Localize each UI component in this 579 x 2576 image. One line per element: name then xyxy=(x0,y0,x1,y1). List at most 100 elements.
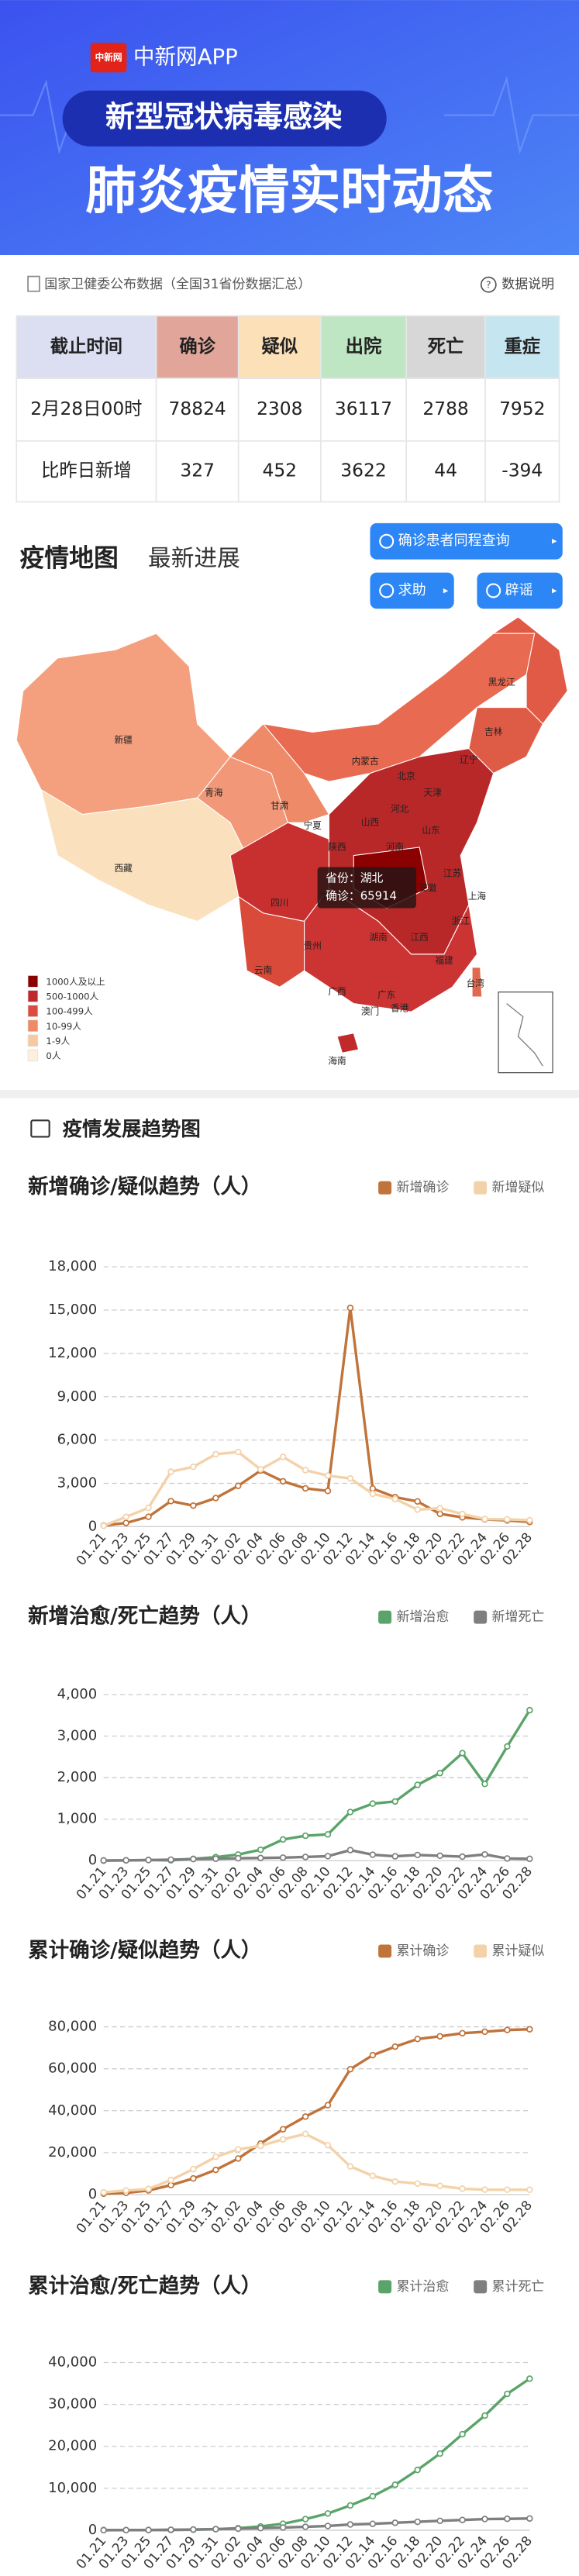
data-point xyxy=(122,1857,129,1864)
data-point xyxy=(526,2026,533,2033)
badge xyxy=(62,90,387,147)
data-point xyxy=(235,1854,242,1862)
data-point xyxy=(346,2065,354,2073)
y-tick-label: 40,000 xyxy=(48,2102,97,2119)
legend-swatch xyxy=(474,1944,488,1958)
region-label: 湖南 xyxy=(369,932,387,943)
legend-label: 累计疑似 xyxy=(492,1943,545,1959)
data-point xyxy=(212,1495,219,1502)
data-point xyxy=(324,2523,332,2529)
button-label: 确诊患者同程查询 xyxy=(398,533,510,549)
data-point xyxy=(459,1510,466,1518)
action-button[interactable] xyxy=(477,572,563,609)
data-point xyxy=(167,2181,174,2189)
data-point xyxy=(324,1853,332,1860)
data-point xyxy=(369,1485,377,1492)
data-point xyxy=(122,1513,129,1521)
data-point xyxy=(504,1855,511,1862)
data-point xyxy=(302,1467,309,1474)
legend-swatch xyxy=(27,1019,39,1032)
button-label: 求助 xyxy=(398,582,426,598)
legend-swatch xyxy=(474,2280,488,2294)
data-point xyxy=(346,1847,354,1854)
legend-label: 累计死亡 xyxy=(492,2279,545,2295)
action-button[interactable] xyxy=(370,522,563,560)
data-point xyxy=(391,2043,399,2050)
legend-label: 10-99人 xyxy=(46,1021,81,1032)
header-text: 死亡 xyxy=(428,335,464,357)
cell-text: 2月28日00时 xyxy=(30,398,142,419)
legend-label: 100-499人 xyxy=(46,1006,93,1017)
legend-swatch xyxy=(27,975,39,988)
y-tick-label: 1,000 xyxy=(57,1811,98,1827)
data-point xyxy=(414,1851,421,1859)
data-point xyxy=(257,1846,264,1854)
data-point xyxy=(257,2525,264,2532)
data-point xyxy=(459,2029,466,2037)
legend-swatch xyxy=(378,1944,392,1958)
data-point xyxy=(346,2502,354,2509)
legend-swatch xyxy=(474,1181,488,1195)
data-point xyxy=(414,2180,421,2188)
header-text: 出院 xyxy=(346,335,382,357)
data-point xyxy=(324,1488,332,1495)
y-tick-label: 20,000 xyxy=(48,2144,97,2160)
data-point xyxy=(504,2390,511,2398)
data-point xyxy=(145,2185,152,2193)
chart-title: 累计确诊/疑似趋势（人） xyxy=(28,1938,261,1962)
series-line xyxy=(103,1450,530,1527)
data-point xyxy=(235,1482,242,1489)
data-point xyxy=(414,1498,421,1505)
data-point xyxy=(100,1522,107,1529)
cell-text: -394 xyxy=(501,460,543,481)
cell-text: 2788 xyxy=(422,398,468,419)
table-cell xyxy=(405,440,486,503)
data-point xyxy=(504,2026,511,2033)
map-buttons: 确诊患者同程查询 ▸ 求助 ▸ 辟谣 ▸ xyxy=(370,522,563,609)
y-tick-label: 10,000 xyxy=(48,2480,97,2496)
cell-text: 36117 xyxy=(335,398,392,419)
region-shape xyxy=(304,888,477,1012)
data-point xyxy=(369,2051,377,2059)
data-point xyxy=(526,1706,533,1714)
data-point xyxy=(145,1513,152,1520)
y-tick-label: 0 xyxy=(88,1852,97,1868)
y-tick-label: 0 xyxy=(88,2186,97,2202)
region-label: 黑龙江 xyxy=(488,677,515,688)
region-shape xyxy=(471,967,483,998)
map-labels: 新疆西藏青海甘肃内蒙古黑龙江吉林辽宁北京天津河北宁夏山西山东陕西河南江苏四川湖北… xyxy=(27,677,515,1066)
data-point xyxy=(145,1504,152,1512)
region-label: 河北 xyxy=(391,804,409,815)
legend-swatch xyxy=(378,2280,392,2294)
data-point xyxy=(257,1854,264,1861)
legend-label: 500-1000人 xyxy=(46,991,98,1002)
data-point xyxy=(481,2412,488,2419)
legend-swatch xyxy=(27,990,39,1002)
data-point xyxy=(369,1490,377,1498)
region-label: 山西 xyxy=(361,817,379,828)
region-label: 广西 xyxy=(328,986,346,997)
action-button[interactable] xyxy=(370,572,454,609)
data-point xyxy=(302,1485,309,1492)
help-icon[interactable] xyxy=(480,276,497,293)
data-point xyxy=(414,1781,421,1788)
data-point xyxy=(167,2176,174,2184)
data-point xyxy=(302,2130,309,2137)
chart-title: 累计治愈/死亡趋势（人） xyxy=(28,2274,261,2298)
legend-label: 累计确诊 xyxy=(396,1943,449,1959)
y-tick-label: 3,000 xyxy=(57,1475,98,1491)
help-link[interactable]: 数据说明 xyxy=(501,277,554,292)
data-point xyxy=(279,2126,287,2133)
region-label: 天津 xyxy=(423,787,442,798)
legend-label: 新增死亡 xyxy=(492,1609,545,1625)
cell-text: 2308 xyxy=(257,398,302,419)
data-point xyxy=(436,2182,443,2190)
data-point xyxy=(302,2523,309,2530)
y-tick-label: 60,000 xyxy=(48,2060,97,2077)
data-point xyxy=(481,1516,488,1522)
data-point xyxy=(100,2188,107,2196)
header-text: 确诊 xyxy=(179,335,215,357)
data-point xyxy=(167,1856,174,1864)
header-text: 截止时间 xyxy=(50,335,122,357)
